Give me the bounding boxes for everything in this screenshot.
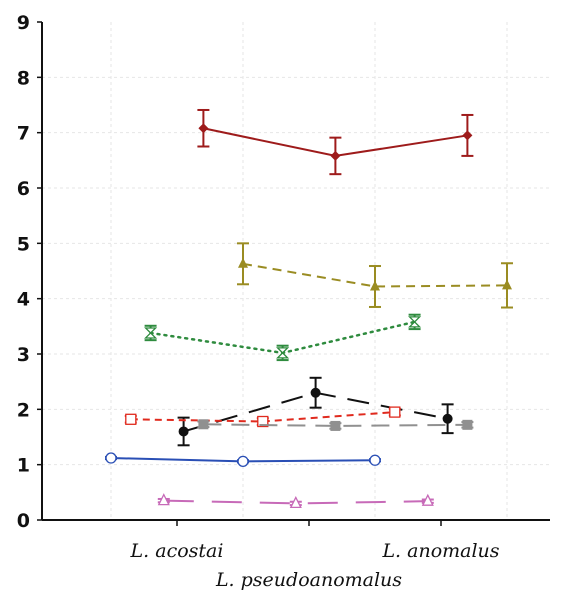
point	[462, 419, 473, 430]
series-line	[203, 423, 468, 427]
point	[502, 279, 512, 290]
point	[198, 123, 209, 134]
y-tick-label: 6	[17, 178, 30, 200]
point	[408, 316, 422, 328]
point	[330, 150, 341, 161]
point	[370, 280, 380, 291]
point	[276, 347, 290, 359]
series-6	[197, 419, 474, 431]
grid	[42, 22, 550, 520]
point	[238, 257, 248, 268]
series-7	[105, 452, 381, 467]
point	[178, 426, 189, 437]
point	[330, 420, 341, 431]
point	[144, 327, 158, 339]
point	[462, 130, 473, 141]
x-tick-label: L. anomalus	[381, 540, 499, 562]
point	[257, 415, 269, 428]
series-line	[163, 499, 428, 505]
series-3	[144, 313, 422, 362]
series-5	[124, 406, 401, 428]
series-1	[197, 108, 474, 176]
y-tick-label: 2	[17, 399, 30, 421]
x-tick-label: L. pseudoanomalus	[215, 569, 402, 591]
point	[125, 413, 137, 425]
point	[369, 454, 381, 466]
point	[237, 455, 249, 467]
point	[289, 495, 302, 509]
y-tick-label: 1	[17, 455, 30, 477]
series-2	[237, 242, 513, 309]
y-tick-label: 9	[17, 12, 30, 34]
point	[389, 406, 401, 418]
series-4	[177, 376, 454, 447]
point	[442, 413, 453, 424]
point	[157, 493, 170, 506]
tick-labels: 0 1 2 3 4 5 6 7 8 9 L. acostai L. pseudoanomalus L. …	[17, 12, 500, 591]
x-tick-label: L. acostai	[130, 540, 224, 562]
y-tick-label: 5	[17, 233, 30, 255]
point	[198, 419, 209, 430]
point	[310, 387, 321, 398]
series-layer	[105, 108, 513, 509]
y-tick-label: 3	[17, 344, 30, 366]
y-tick-label: 4	[17, 289, 30, 311]
axes	[37, 21, 550, 526]
y-tick-label: 8	[17, 67, 30, 89]
series-8	[157, 493, 434, 509]
y-tick-label: 0	[17, 510, 30, 532]
y-tick-label: 7	[17, 123, 30, 145]
point	[105, 452, 117, 464]
point	[421, 493, 434, 506]
